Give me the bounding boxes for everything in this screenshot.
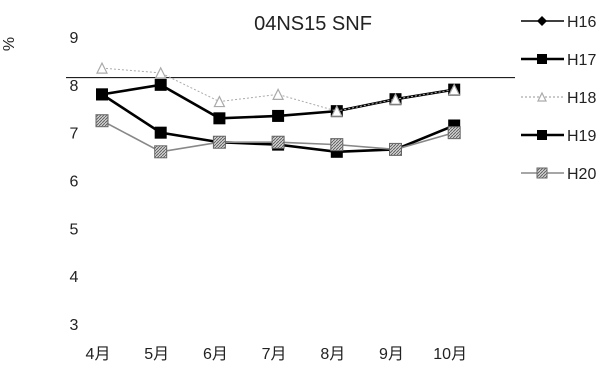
x-tick-label: 5月 — [144, 346, 169, 363]
x-tick-label: 8月 — [320, 346, 345, 363]
data-point — [537, 54, 547, 64]
data-point — [537, 130, 547, 140]
data-point — [330, 104, 343, 117]
data-point — [537, 16, 547, 26]
data-point — [154, 145, 168, 159]
chart-title: 04NS15 SNF — [254, 13, 372, 35]
data-point — [213, 112, 226, 125]
data-point — [272, 88, 285, 100]
y-tick-label: 6 — [70, 174, 79, 191]
data-point — [95, 114, 109, 128]
data-point — [389, 142, 402, 156]
data-point — [213, 95, 226, 108]
y-tick-label: 9 — [70, 30, 79, 47]
series-h17 — [96, 78, 461, 125]
data-point — [536, 167, 548, 179]
x-tick-label: 7月 — [262, 346, 287, 363]
y-tick-label: 5 — [70, 221, 79, 238]
data-point — [271, 135, 285, 149]
legend-label: H16 — [567, 14, 596, 31]
data-point — [154, 126, 167, 139]
data-point — [272, 109, 285, 122]
x-tick-label: 4月 — [86, 346, 111, 363]
data-point — [448, 83, 461, 96]
legend-entry: H19 — [521, 128, 596, 145]
x-tick-label: 6月 — [203, 346, 228, 363]
legend-entry: H17 — [521, 52, 596, 69]
legend-label: H20 — [567, 166, 596, 183]
series-h20 — [95, 114, 461, 159]
data-point — [154, 78, 167, 91]
data-point — [537, 91, 547, 102]
data-point — [154, 66, 167, 79]
y-tick-label: 3 — [70, 317, 79, 334]
x-tick-label: 9月 — [379, 346, 404, 363]
data-point — [330, 138, 344, 152]
data-point — [96, 88, 108, 101]
y-tick-label: 4 — [70, 269, 79, 286]
data-point — [96, 61, 108, 74]
y-tick-label: 8 — [70, 78, 79, 95]
legend-entry: H16 — [521, 14, 596, 31]
y-tick-label: 7 — [70, 126, 79, 143]
series-h18 — [96, 61, 461, 117]
data-point — [389, 92, 402, 105]
legend-entry: H20 — [521, 166, 596, 183]
legend-label: H19 — [567, 128, 596, 145]
legend-label: H17 — [567, 52, 596, 69]
legend-label: H18 — [567, 90, 596, 107]
y-axis-label: % — [1, 37, 18, 51]
data-point — [212, 135, 226, 149]
legend-entry: H18 — [521, 90, 596, 107]
x-tick-label: 10月 — [433, 346, 467, 363]
data-point — [447, 126, 461, 140]
